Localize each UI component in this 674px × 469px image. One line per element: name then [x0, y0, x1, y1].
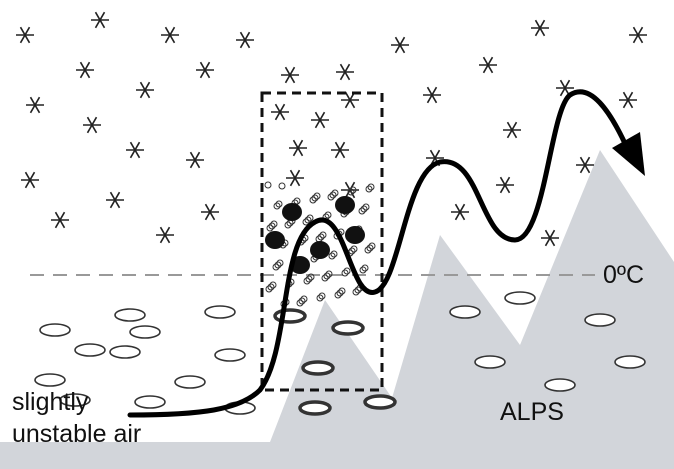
- snowflake: [479, 57, 497, 73]
- raindrop: [615, 356, 645, 368]
- raindrop: [365, 396, 395, 408]
- snowflake: [286, 170, 304, 186]
- snowflake: [311, 112, 329, 128]
- snowflake: [531, 20, 549, 36]
- raindrop: [303, 362, 333, 374]
- snowflake: [336, 64, 354, 80]
- raindrop: [75, 344, 105, 356]
- snowflake: [541, 230, 559, 246]
- snowflake: [451, 204, 469, 220]
- graupel-pellet: [265, 182, 271, 188]
- snowflake: [331, 142, 349, 158]
- snowflake: [106, 192, 124, 208]
- hail-stone: [282, 203, 302, 221]
- hail-stone: [345, 226, 365, 244]
- raindrop: [110, 346, 140, 358]
- raindrop: [115, 309, 145, 321]
- snowflake: [156, 227, 174, 243]
- raindrop: [215, 349, 245, 361]
- raindrop: [205, 306, 235, 318]
- raindrop: [505, 292, 535, 304]
- snowflake: [51, 212, 69, 228]
- snowflake: [161, 27, 179, 43]
- freezing-level-label: 0ºC: [603, 261, 644, 289]
- snowflake: [341, 92, 359, 108]
- mountains-label: ALPS: [500, 398, 564, 426]
- raindrop: [475, 356, 505, 368]
- raindrop: [585, 314, 615, 326]
- snowflake: [186, 152, 204, 168]
- raindrop: [40, 324, 70, 336]
- snowflake: [83, 117, 101, 133]
- hail-stone: [335, 196, 355, 214]
- snowflake: [496, 177, 514, 193]
- snowflake: [423, 87, 441, 103]
- diagram: slightly unstable air 0ºC ALPS: [0, 0, 674, 469]
- graupel-pellet: [279, 183, 285, 189]
- snowflake: [126, 142, 144, 158]
- snowflake: [136, 82, 154, 98]
- snowflake: [576, 157, 594, 173]
- raindrop: [35, 374, 65, 386]
- air-mass-label: unstable air: [12, 420, 141, 448]
- snowflake: [76, 62, 94, 78]
- raindrop: [545, 379, 575, 391]
- raindrop: [175, 376, 205, 388]
- snowflake: [271, 104, 289, 120]
- hail-stone: [310, 241, 330, 259]
- snowflake: [281, 67, 299, 83]
- raindrop: [130, 326, 160, 338]
- snowflake: [629, 27, 647, 43]
- snowflake: [503, 122, 521, 138]
- snowflake: [289, 140, 307, 156]
- snowflake: [391, 37, 409, 53]
- snowflake: [16, 27, 34, 43]
- snowflake: [26, 97, 44, 113]
- raindrop: [300, 402, 330, 414]
- snowflakes: [16, 12, 647, 246]
- arrow-head: [612, 132, 645, 176]
- raindrop: [333, 322, 363, 334]
- raindrop: [450, 306, 480, 318]
- snowflake: [619, 92, 637, 108]
- snowflake: [91, 12, 109, 28]
- snowflake: [196, 62, 214, 78]
- raindrop: [135, 396, 165, 408]
- air-mass-label: slightly: [12, 388, 89, 416]
- hail-stone: [265, 231, 285, 249]
- snowflake: [201, 204, 219, 220]
- snowflake: [236, 32, 254, 48]
- snowflake: [21, 172, 39, 188]
